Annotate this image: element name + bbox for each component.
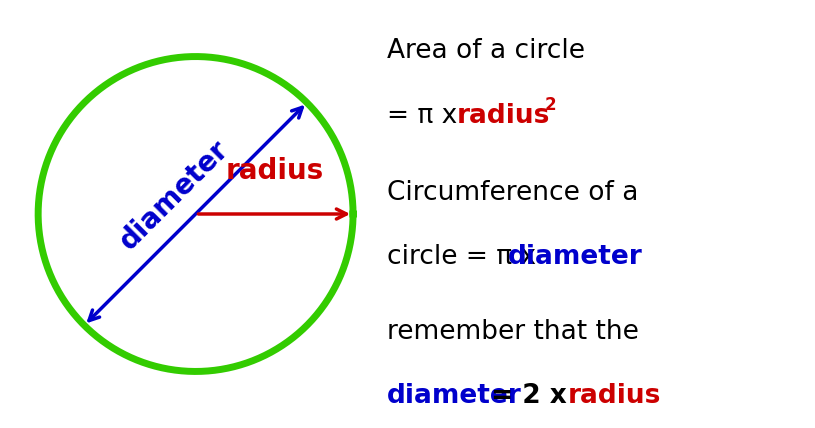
Text: radius: radius bbox=[225, 157, 324, 185]
Text: Circumference of a: Circumference of a bbox=[387, 180, 638, 205]
Text: = π x: = π x bbox=[387, 103, 465, 128]
Text: remember that the: remember that the bbox=[387, 319, 639, 345]
Text: circle = π x: circle = π x bbox=[387, 244, 544, 270]
Text: radius: radius bbox=[568, 383, 662, 409]
Text: = 2 x: = 2 x bbox=[482, 383, 576, 409]
Text: diameter: diameter bbox=[508, 244, 642, 270]
Text: 2: 2 bbox=[544, 96, 556, 114]
Text: diameter: diameter bbox=[387, 383, 522, 409]
Text: radius: radius bbox=[456, 103, 550, 128]
Text: Area of a circle: Area of a circle bbox=[387, 39, 585, 64]
Text: diameter: diameter bbox=[114, 135, 235, 256]
